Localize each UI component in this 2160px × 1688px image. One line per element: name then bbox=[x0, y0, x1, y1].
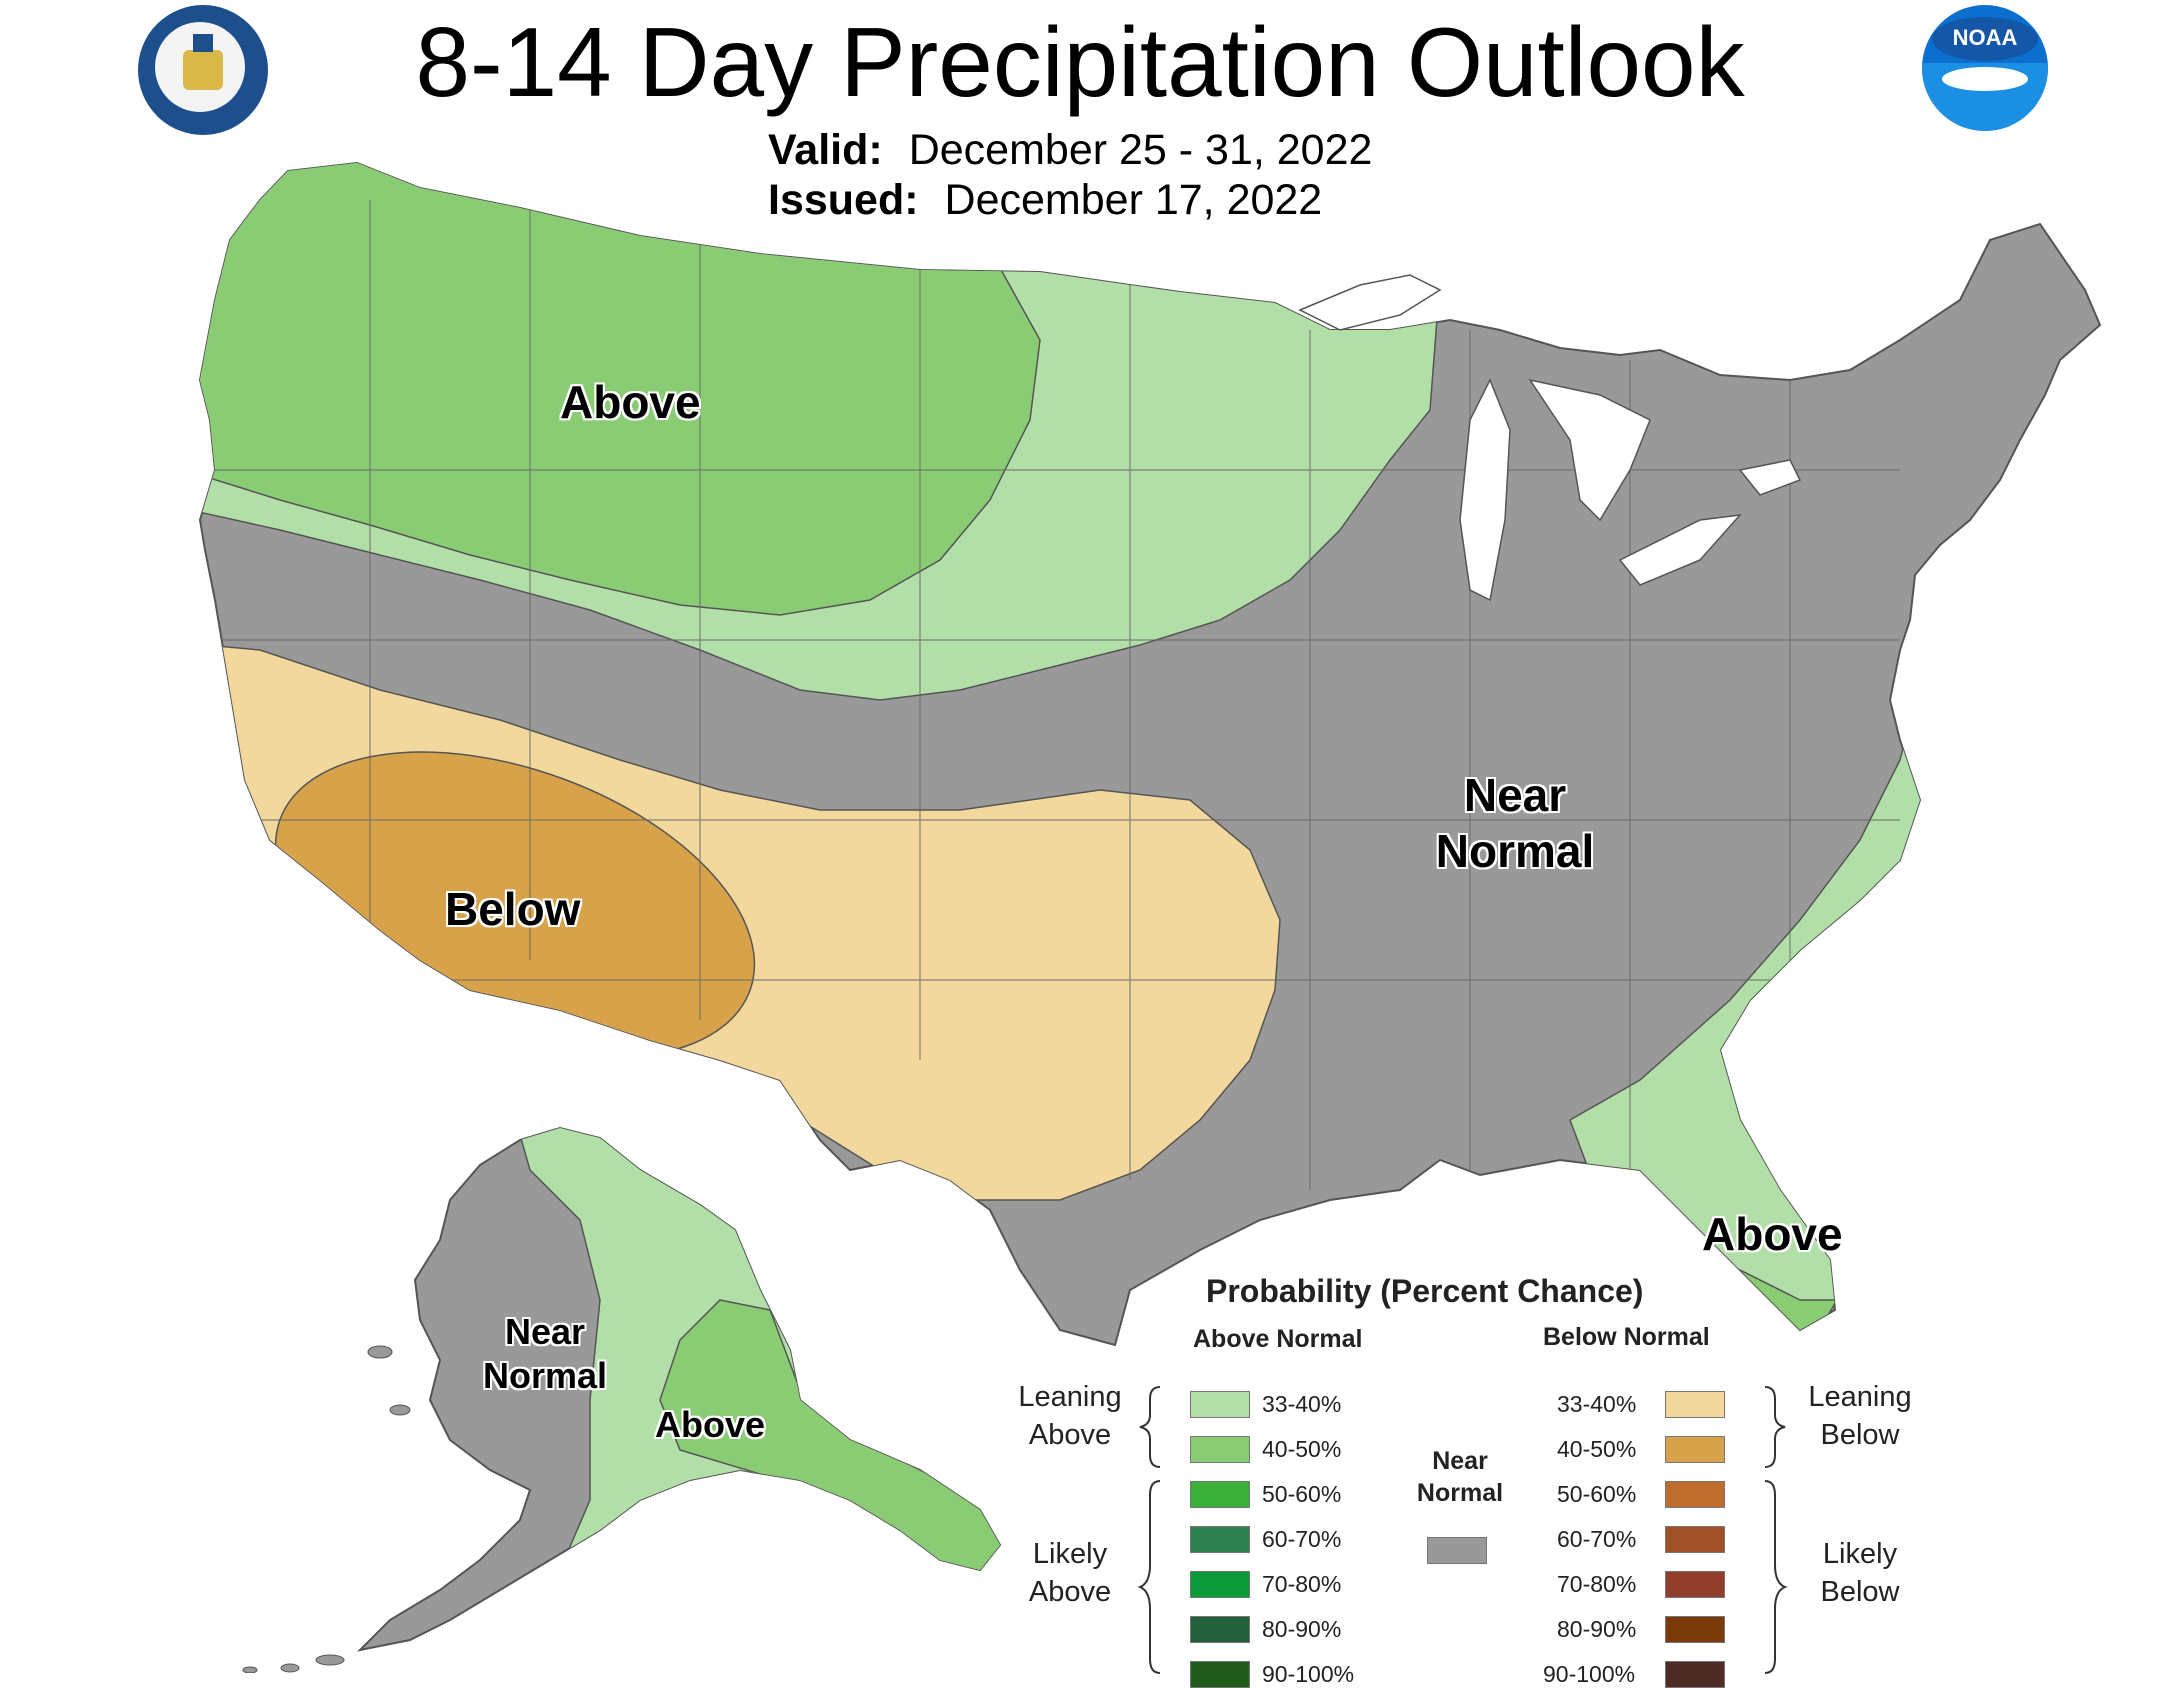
legend-likely-above: Likely Above bbox=[1028, 1538, 1112, 1608]
state-boundaries bbox=[200, 200, 1900, 1190]
legend-above-swatch-6 bbox=[1190, 1616, 1250, 1643]
label-below-southwest: Below bbox=[445, 883, 581, 935]
legend-below-header: Below Normal bbox=[1543, 1323, 1710, 1351]
noaa-logo-text: NOAA bbox=[1952, 25, 2018, 50]
label-near-normal-east: Near Normal bbox=[1435, 769, 1595, 877]
legend-below-range-3: 50-60% bbox=[1557, 1481, 1637, 1507]
legend-below-swatch-6 bbox=[1665, 1616, 1725, 1643]
legend-near-normal-swatch bbox=[1427, 1537, 1487, 1564]
label-above-florida: Above bbox=[1702, 1208, 1843, 1260]
valid-label: Valid: bbox=[768, 126, 883, 174]
legend-below-range-7: 90-100% bbox=[1543, 1661, 1636, 1687]
legend-below-swatch-2 bbox=[1665, 1436, 1725, 1463]
legend-near-normal-label: Near Normal bbox=[1416, 1447, 1504, 1507]
legend-below-range-1: 33-40% bbox=[1557, 1391, 1637, 1417]
legend: Probability (Percent Chance) Above Norma… bbox=[1000, 1265, 1950, 1688]
legend-above-swatch-2 bbox=[1190, 1436, 1250, 1463]
legend-above-range-4: 60-70% bbox=[1262, 1526, 1342, 1552]
department-of-commerce-seal-icon bbox=[138, 5, 268, 135]
legend-above-header: Above Normal bbox=[1193, 1325, 1363, 1353]
legend-below-swatch-3 bbox=[1665, 1481, 1725, 1508]
legend-above-range-3: 50-60% bbox=[1262, 1481, 1342, 1507]
valid-value: December 25 - 31, 2022 bbox=[908, 126, 1373, 174]
legend-likely-below: Likely Below bbox=[1820, 1538, 1900, 1608]
page-title: 8-14 Day Precipitation Outlook bbox=[415, 7, 1745, 117]
label-alaska-near-normal: Near Normal bbox=[482, 1311, 608, 1396]
issued-label: Issued: bbox=[768, 176, 919, 224]
legend-above-swatch-4 bbox=[1190, 1526, 1250, 1553]
legend-above-swatch-7 bbox=[1190, 1661, 1250, 1688]
legend-above-range-2: 40-50% bbox=[1262, 1436, 1342, 1462]
legend-below-range-2: 40-50% bbox=[1557, 1436, 1637, 1462]
legend-below-range-4: 60-70% bbox=[1557, 1526, 1637, 1552]
legend-below-swatch-5 bbox=[1665, 1571, 1725, 1598]
northwest-above-region bbox=[200, 163, 1041, 616]
alaska-above-region bbox=[659, 1299, 1000, 1602]
legend-above-range-6: 80-90% bbox=[1262, 1616, 1342, 1642]
legend-below-swatch-4 bbox=[1665, 1526, 1725, 1553]
legend-above-range-7: 90-100% bbox=[1262, 1661, 1355, 1687]
valid-row: Valid: December 25 - 31, 2022 bbox=[768, 126, 1372, 175]
label-above-northwest: Above bbox=[560, 376, 701, 428]
legend-above-range-5: 70-80% bbox=[1262, 1571, 1342, 1597]
legend-above-swatch-1 bbox=[1190, 1391, 1250, 1418]
legend-above-range-1: 33-40% bbox=[1262, 1391, 1342, 1417]
legend-leaning-above: Leaning Above bbox=[1018, 1381, 1122, 1451]
noaa-logo-icon: NOAA bbox=[1922, 5, 2048, 131]
label-alaska-above: Above bbox=[655, 1404, 766, 1445]
legend-leaning-below: Leaning Below bbox=[1808, 1381, 1912, 1451]
issued-value: December 17, 2022 bbox=[944, 176, 1323, 224]
legend-below-range-6: 80-90% bbox=[1557, 1616, 1637, 1642]
legend-title: Probability (Percent Chance) bbox=[1206, 1273, 1644, 1309]
legend-below-range-5: 70-80% bbox=[1557, 1571, 1637, 1597]
legend-above-swatch-5 bbox=[1190, 1571, 1250, 1598]
legend-below-swatch-1 bbox=[1665, 1391, 1725, 1418]
great-lakes bbox=[1298, 274, 1802, 602]
legend-braces bbox=[1137, 1386, 1788, 1674]
issued-row: Issued: December 17, 2022 bbox=[768, 176, 1322, 225]
aleutian-islands bbox=[242, 1345, 411, 1673]
legend-below-swatch-7 bbox=[1665, 1661, 1725, 1688]
legend-above-swatch-3 bbox=[1190, 1481, 1250, 1508]
